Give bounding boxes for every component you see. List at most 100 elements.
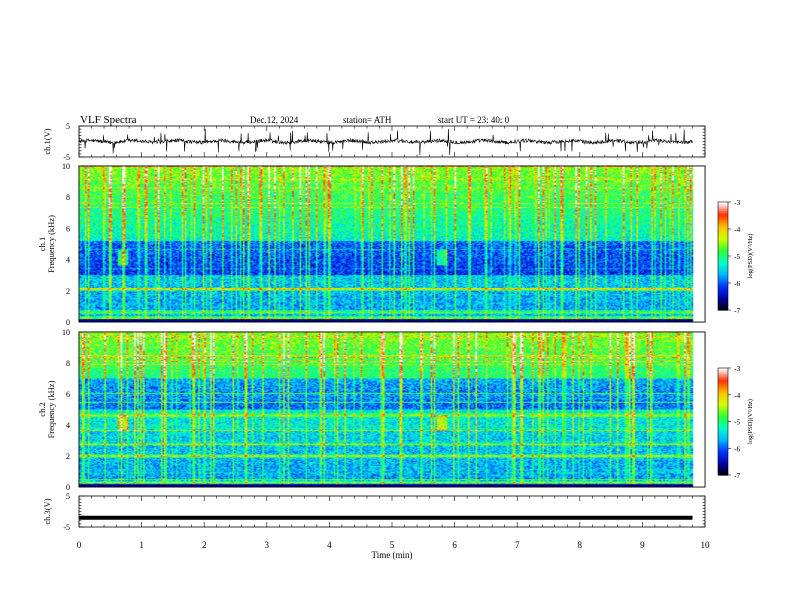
colorbar-step <box>718 232 728 235</box>
colorbar-step <box>718 239 728 243</box>
time-axis: Time (min) 0 1 2 3 4 5 6 7 8 9 10 <box>77 540 710 560</box>
colorbar-step <box>718 223 728 226</box>
colorbar-step <box>718 448 728 451</box>
y-axis-label: ch.2 <box>37 402 47 416</box>
ch3-waveform-panel: 5 -5 ch.3(V) <box>42 492 706 532</box>
colorbar-step <box>718 469 728 473</box>
start-time-label: start UT = 23: 40: 0 <box>438 115 510 125</box>
colorbar-step <box>718 220 728 223</box>
colorbar-step <box>718 212 728 216</box>
colorbar-step <box>718 450 728 453</box>
ch2-spectrogram-panel: 0 2 4 6 8 10 ch.2 Frequency (kHz) <box>37 328 706 492</box>
colorbar-step <box>718 412 728 415</box>
colorbar-step <box>718 216 728 219</box>
colorbar-step <box>718 202 728 205</box>
colorbar-step <box>718 283 728 286</box>
colorbar-step <box>718 453 728 456</box>
colorbar-step <box>718 437 728 440</box>
y-tick-label: 0 <box>66 318 70 327</box>
colorbar-tick-label: -7 <box>734 306 740 315</box>
y-tick-label: 4 <box>66 256 70 265</box>
ch1-waveform-trace <box>78 128 693 156</box>
colorbar-step <box>718 270 728 273</box>
colorbar-step <box>718 409 728 412</box>
colorbar-step <box>718 209 728 212</box>
colorbar-step <box>718 433 728 437</box>
colorbar-step <box>718 227 728 230</box>
colorbar-step <box>718 221 728 225</box>
colorbar-step <box>718 471 728 474</box>
y-axis-label: Frequency (kHz) <box>46 380 56 438</box>
colorbar-step <box>718 407 728 410</box>
colorbar-step <box>718 432 728 435</box>
x-tick-label: 10 <box>701 540 711 550</box>
y-tick-label: 5 <box>66 122 70 131</box>
colorbar-step <box>718 435 728 439</box>
colorbar-step <box>718 281 728 284</box>
colorbar-step <box>718 238 728 241</box>
colorbar-step <box>718 263 728 266</box>
colorbar-step <box>718 416 728 419</box>
colorbar-step <box>718 389 728 392</box>
colorbar-step <box>718 257 728 261</box>
colorbar-step <box>718 380 728 383</box>
colorbar-step <box>718 225 728 228</box>
x-tick-label: 8 <box>578 540 583 550</box>
colorbar-step <box>718 275 728 279</box>
ch2-colorbar: -3 -4 -5 -6 -7 log(PSD)(V²/Hz) <box>717 364 754 480</box>
colorbar-tick-label: -7 <box>734 471 740 480</box>
colorbar-step <box>718 211 728 214</box>
colorbar-step <box>718 205 728 208</box>
x-tick-label: 7 <box>515 540 520 550</box>
ch1-waveform-panel: 5 -5 ch.1(V) <box>42 122 706 162</box>
colorbar-step <box>718 245 728 248</box>
y-tick-label: 4 <box>66 421 70 430</box>
station-label: station= ATH <box>343 115 392 125</box>
colorbar-step <box>718 421 728 424</box>
colorbar-step <box>718 207 728 210</box>
colorbar-tick-label: -4 <box>734 225 740 234</box>
panel-frame <box>78 165 706 323</box>
colorbar-step <box>718 419 728 423</box>
x-tick-label: 5 <box>390 540 395 550</box>
x-tick-label: 0 <box>77 540 82 550</box>
colorbar-step <box>718 398 728 401</box>
x-tick-label: 2 <box>202 540 207 550</box>
colorbar-step <box>718 394 728 398</box>
colorbar-tick-label: -6 <box>734 279 740 288</box>
colorbar-step <box>718 414 728 417</box>
y-tick-label: 5 <box>66 492 70 501</box>
colorbar-step <box>718 254 728 257</box>
figure-title: VLF Spectra <box>80 114 137 126</box>
colorbar-step <box>718 268 728 271</box>
colorbar-step <box>718 259 728 262</box>
y-axis-label: ch.1(V) <box>42 128 52 154</box>
colorbar-step <box>718 230 728 234</box>
colorbar-step <box>718 241 728 244</box>
x-tick-label: 6 <box>452 540 457 550</box>
colorbar-step <box>718 234 728 237</box>
colorbar-step <box>718 252 728 255</box>
colorbar-step <box>718 428 728 432</box>
colorbar-label: log(PSD)(V²/Hz) <box>747 234 754 279</box>
colorbar-tick-label: -6 <box>734 444 740 453</box>
y-tick-label: 8 <box>66 359 70 368</box>
y-tick-label: 6 <box>66 224 70 233</box>
colorbar-step <box>718 304 728 307</box>
colorbar-step <box>718 400 728 403</box>
colorbar-step <box>718 457 728 460</box>
colorbar-tick-label: -5 <box>734 252 740 261</box>
colorbar-step <box>718 384 728 387</box>
colorbar-step <box>718 301 728 304</box>
colorbar-step <box>718 455 728 458</box>
colorbar-step <box>718 446 728 449</box>
x-tick-label: 9 <box>640 540 645 550</box>
colorbar-step <box>718 417 728 421</box>
colorbar-step <box>718 466 728 469</box>
colorbar-step <box>718 297 728 300</box>
y-axis-label: ch.1 <box>37 237 47 251</box>
colorbar-step <box>718 462 728 465</box>
colorbar-step <box>718 292 728 295</box>
colorbar-step <box>718 266 728 270</box>
